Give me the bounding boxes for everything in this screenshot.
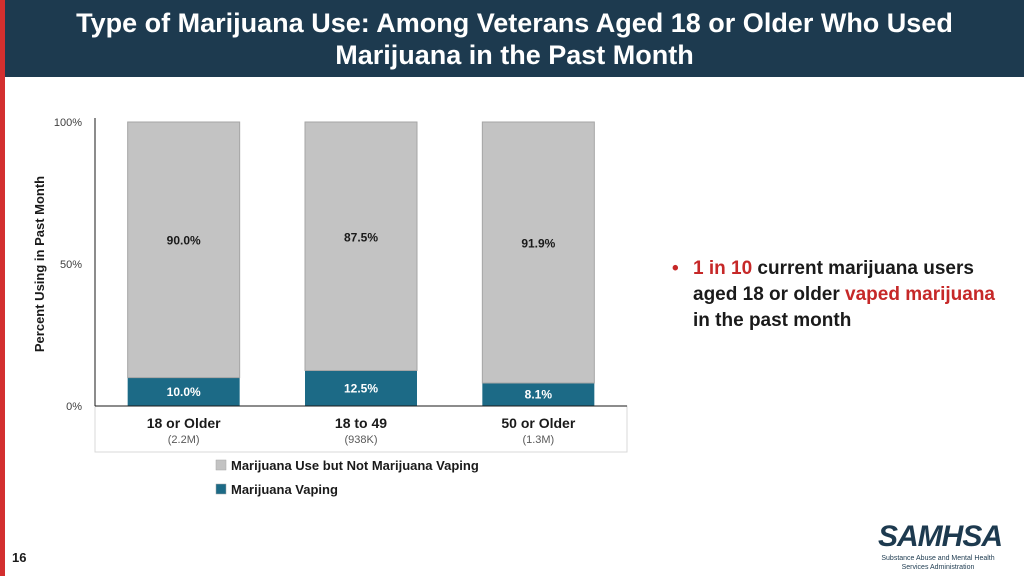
y-tick-label: 50% xyxy=(60,259,82,271)
data-label-non-vaping: 87.5% xyxy=(344,230,378,244)
data-label-non-vaping: 91.9% xyxy=(521,236,555,250)
bullet-dot-icon: • xyxy=(672,258,679,279)
legend-label: Marijuana Vaping xyxy=(231,482,338,497)
bar-vaping xyxy=(127,377,240,406)
bar-vaping xyxy=(482,382,595,406)
x-category-label: 18 or Older xyxy=(147,415,221,431)
logo-wordmark: SAMHSA xyxy=(878,520,1003,553)
key-finding-bullet: • 1 in 10 current marijuana users aged 1… xyxy=(672,256,1002,334)
bullet-text-2: in the past month xyxy=(693,310,852,331)
logo-subtitle-line-1: Substance Abuse and Mental Health xyxy=(881,555,995,562)
bullet-text: 1 in 10 current marijuana users aged 18 … xyxy=(693,256,1002,334)
title-line-2: Marijuana in the Past Month xyxy=(335,39,694,70)
logo-subtitle: Substance Abuse and Mental Health Servic… xyxy=(878,554,998,572)
legend-label: Marijuana Use but Not Marijuana Vaping xyxy=(231,458,479,473)
data-label-non-vaping: 90.0% xyxy=(167,234,201,248)
legend-swatch xyxy=(215,483,227,495)
page-title: Type of Marijuana Use: Among Veterans Ag… xyxy=(46,7,983,71)
bullet-highlight-2: vaped marijuana xyxy=(845,284,995,305)
data-label-vaping: 12.5% xyxy=(344,381,378,395)
bar-non-vaping xyxy=(481,121,595,384)
x-category-label: 50 or Older xyxy=(501,415,575,431)
logo-subtitle-line-2: Services Administration xyxy=(901,564,975,571)
y-tick-label: 100% xyxy=(54,117,82,129)
bullet-highlight: 1 in 10 xyxy=(693,258,753,279)
y-axis-title: Percent Using in Past Month xyxy=(32,176,47,352)
left-accent-bar xyxy=(0,0,5,576)
title-banner: Type of Marijuana Use: Among Veterans Ag… xyxy=(5,0,1024,77)
bar-non-vaping xyxy=(127,121,241,379)
legend-swatch xyxy=(215,459,227,471)
samhsa-logo: SAMHSA Substance Abuse and Mental Health… xyxy=(878,520,1003,572)
slide-number: 16 xyxy=(12,550,27,565)
x-category-sublabel: (1.3M) xyxy=(522,434,554,446)
x-category-sublabel: (938K) xyxy=(344,434,377,446)
data-label-vaping: 10.0% xyxy=(167,385,201,399)
x-category-label: 18 to 49 xyxy=(335,415,387,431)
bullet-text-1: current marijuana users aged 18 or older xyxy=(693,258,974,305)
x-category-sublabel: (2.2M) xyxy=(168,434,200,446)
bar-vaping xyxy=(305,370,417,406)
bar-non-vaping xyxy=(304,121,418,371)
data-label-vaping: 8.1% xyxy=(525,387,553,401)
title-line-1: Type of Marijuana Use: Among Veterans Ag… xyxy=(76,7,953,38)
y-tick-label: 0% xyxy=(66,401,82,413)
